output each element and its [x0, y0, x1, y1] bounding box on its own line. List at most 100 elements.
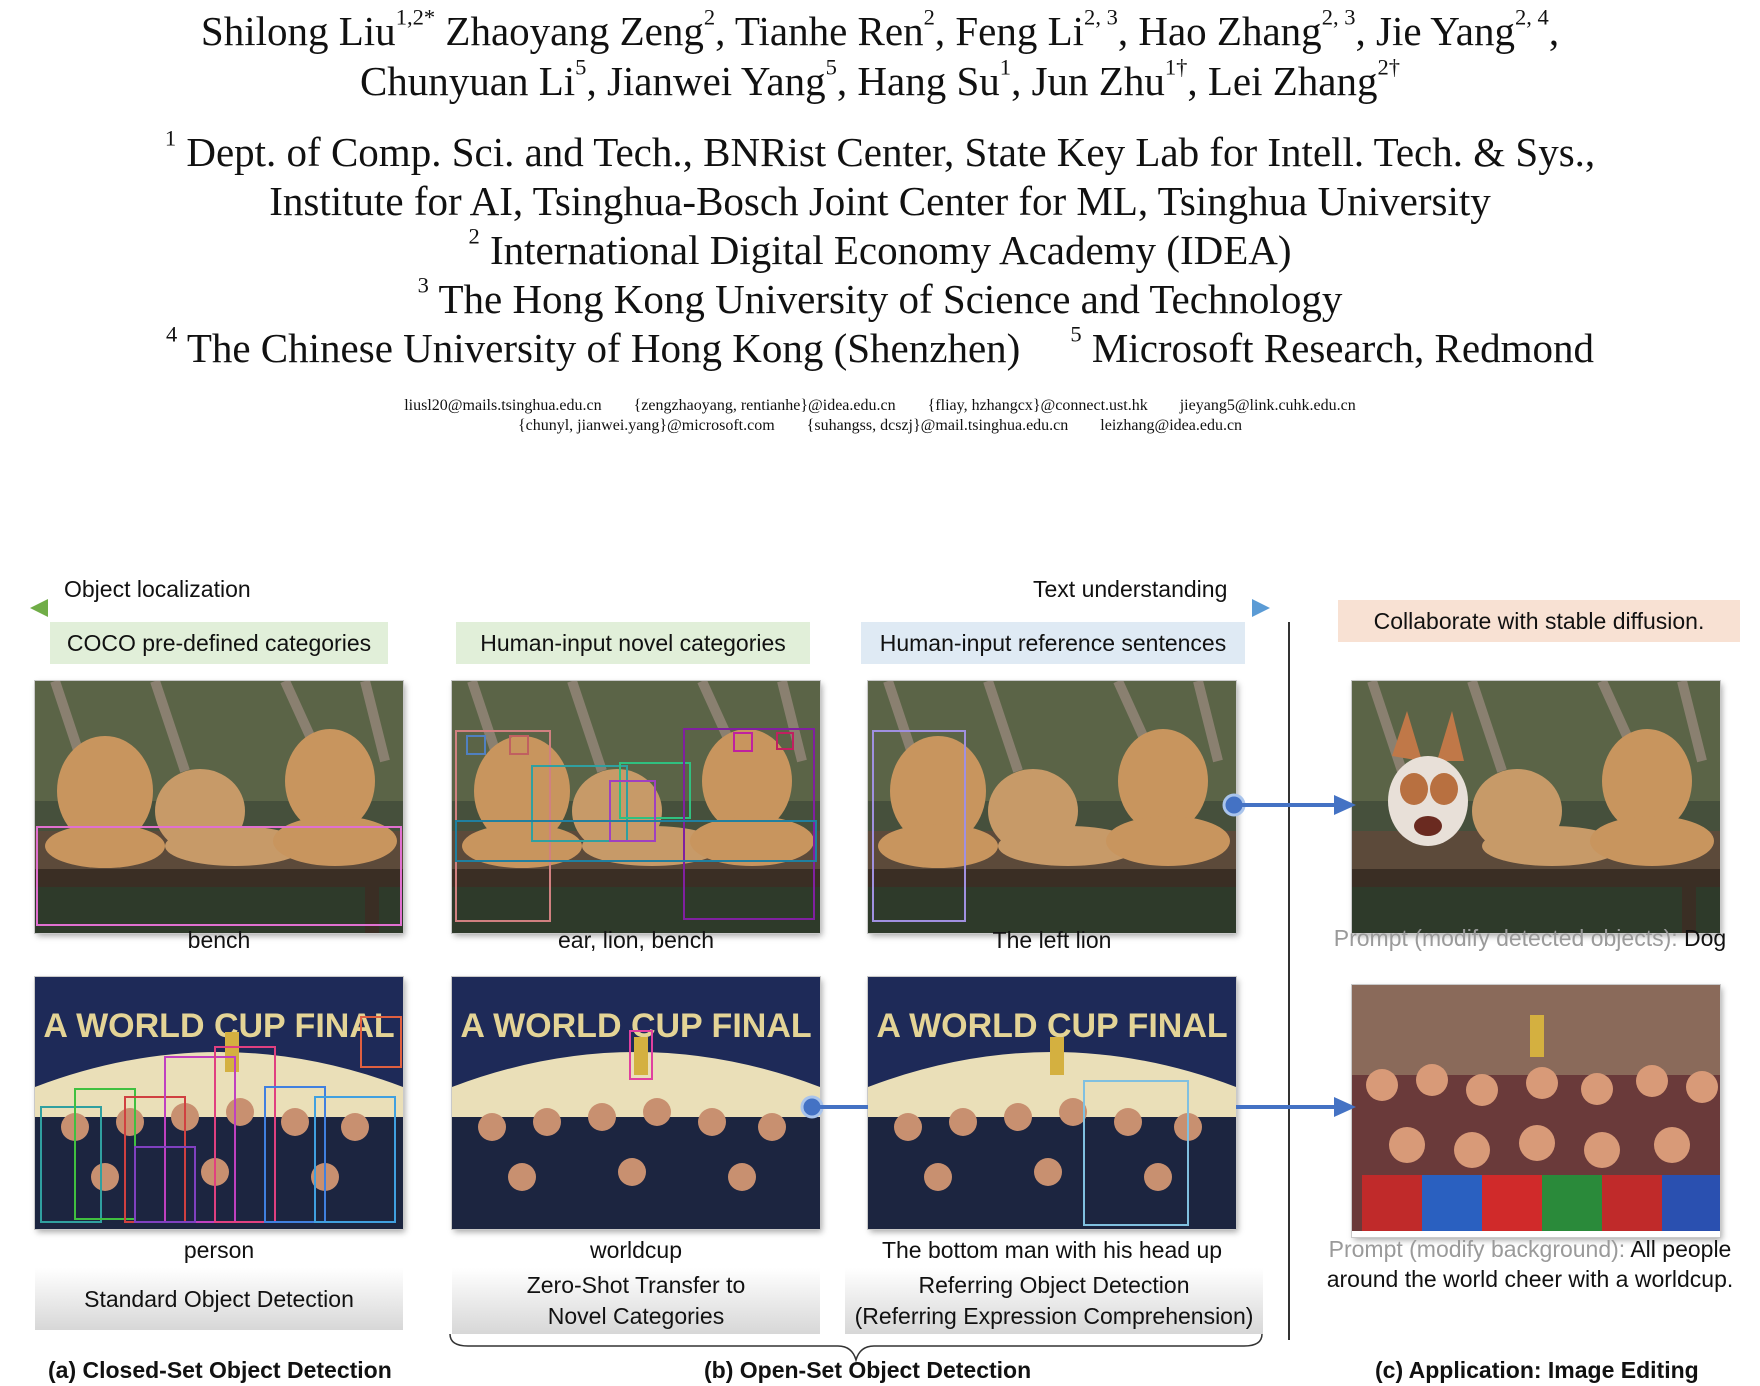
- task-label: Standard Object Detection: [84, 1285, 354, 1312]
- caption-prompt-dog: Prompt (modify detected objects): Dog: [1300, 925, 1760, 952]
- author-name: Jianwei Yang: [606, 58, 826, 104]
- localization-understanding-arrow: [30, 599, 1270, 617]
- affil-text: The Chinese University of Hong Kong (She…: [186, 325, 1021, 371]
- task-label: Zero-Shot Transfer to: [526, 1272, 746, 1298]
- author-affil: 1†: [1164, 54, 1188, 80]
- affiliation: 2 International Digital Economy Academy …: [0, 223, 1760, 275]
- prompt-prefix: Prompt (modify detected objects):: [1333, 925, 1678, 951]
- lion-image-ear-lion-bench: [452, 681, 820, 933]
- sep: ,: [1117, 8, 1139, 54]
- caption-ear-lion-bench: ear, lion, bench: [557, 927, 714, 953]
- sep: [435, 8, 445, 54]
- author-affil: 2: [703, 4, 716, 30]
- task-standard-detection: Standard Object Detection: [35, 1268, 403, 1330]
- author-name: Tianhe Ren: [734, 8, 924, 54]
- email: liusl20@mails.tsinghua.edu.cn: [404, 397, 602, 414]
- prompt-value: Dog: [1684, 925, 1727, 951]
- affil-number: 4: [166, 321, 178, 347]
- author-line-1: Shilong Liu1,2* Zhaoyang Zeng2, Tianhe R…: [0, 6, 1760, 56]
- author-affil: 1: [999, 54, 1012, 80]
- affil-text: Institute for AI, Tsinghua-Bosch Joint C…: [269, 178, 1491, 224]
- lion-image-bench: [35, 681, 403, 933]
- worldcup-image-trophy: A WORLD CUP FINAL: [452, 977, 820, 1229]
- author-name: Chunyuan Li: [359, 58, 576, 104]
- edited-image-dog: [1352, 681, 1720, 933]
- affiliation: Institute for AI, Tsinghua-Bosch Joint C…: [0, 177, 1760, 226]
- email: {suhangss, dcszj}@mail.tsinghua.edu.cn: [806, 417, 1069, 434]
- prompt-value: around the world cheer with a worldcup.: [1326, 1266, 1734, 1292]
- sep: ,: [1011, 58, 1032, 104]
- caption-bottom-man: The bottom man with his head up: [881, 1237, 1223, 1263]
- affiliation: 3 The Hong Kong University of Science an…: [0, 272, 1760, 324]
- email: leizhang@idea.edu.cn: [1100, 417, 1243, 434]
- sep: ,: [836, 58, 858, 104]
- author-name: Hang Su: [857, 58, 1000, 104]
- sep: ,: [1187, 58, 1208, 104]
- prompt-value: All people: [1630, 1236, 1732, 1262]
- affiliation-list: 1 Dept. of Comp. Sci. and Tech., BNRist …: [0, 125, 1760, 373]
- author-list: Shilong Liu1,2* Zhaoyang Zeng2, Tianhe R…: [0, 6, 1760, 106]
- author-affil: 2†: [1377, 54, 1401, 80]
- task-referring-detection: Referring Object Detection (Referring Ex…: [845, 1268, 1263, 1334]
- caption-person: person: [183, 1237, 255, 1263]
- affil-number: 2: [468, 223, 480, 249]
- tag-stable-diffusion: Collaborate with stable diffusion.: [1338, 600, 1740, 642]
- banner-text: A WORLD CUP FINAL: [43, 1007, 394, 1045]
- affiliation: 4 The Chinese University of Hong Kong (S…: [0, 321, 1760, 373]
- axis-label-right: Text understanding: [1033, 576, 1228, 602]
- affil-text: Dept. of Comp. Sci. and Tech., BNRist Ce…: [186, 129, 1596, 175]
- edited-image-crowd: [1352, 985, 1720, 1237]
- sep: ,: [934, 8, 956, 54]
- task-zero-shot: Zero-Shot Transfer to Novel Categories: [452, 1268, 820, 1334]
- email-list: liusl20@mails.tsinghua.edu.cn {zengzhaoy…: [0, 396, 1760, 436]
- author-affil: 2, 3: [1084, 4, 1118, 30]
- author-name: Jun Zhu: [1031, 58, 1165, 104]
- author-affil: 2: [923, 4, 935, 30]
- author-name: Zhaoyang Zeng: [445, 8, 704, 54]
- lion-image-left-lion: [868, 681, 1236, 933]
- author-affil: 5: [825, 54, 837, 80]
- author-name: Feng Li: [955, 8, 1085, 54]
- author-name: Hao Zhang: [1138, 8, 1322, 54]
- email-row: {chunyl, jianwei.yang}@microsoft.com {su…: [0, 416, 1760, 436]
- author-name: Shilong Liu: [200, 8, 396, 54]
- author-affil: 2, 4: [1515, 4, 1549, 30]
- task-label: Novel Categories: [547, 1303, 725, 1329]
- sep: ,: [1548, 8, 1560, 54]
- sep: ,: [586, 58, 607, 104]
- affiliation: 1 Dept. of Comp. Sci. and Tech., BNRist …: [0, 125, 1760, 177]
- tag-coco-categories: COCO pre-defined categories: [50, 622, 388, 664]
- worldcup-image-person: A WORLD CUP FINAL: [35, 977, 403, 1229]
- author-name: Lei Zhang: [1207, 58, 1378, 104]
- connector-arrow-bottom: [800, 1095, 1356, 1119]
- panel-title-c: (c) Application: Image Editing: [1375, 1357, 1699, 1383]
- connector-arrow-top: [1222, 793, 1356, 817]
- panel-title-a: (a) Closed-Set Object Detection: [48, 1357, 392, 1383]
- author-mark: *: [423, 4, 436, 30]
- author-affil: 1,2: [395, 4, 424, 30]
- task-label: (Referring Expression Comprehension): [854, 1303, 1254, 1329]
- tag-reference-sentences: Human-input reference sentences: [861, 622, 1245, 664]
- email: {fliay, hzhangcx}@connect.ust.hk: [927, 397, 1148, 414]
- worldcup-image-man-head-up: A WORLD CUP FINAL: [868, 977, 1236, 1229]
- panel-divider: [1288, 622, 1290, 1340]
- email: {chunyl, jianwei.yang}@microsoft.com: [517, 417, 775, 434]
- panel-b-brace: [449, 1333, 1263, 1362]
- affil-number: 3: [417, 272, 429, 298]
- author-line-2: Chunyuan Li5, Jianwei Yang5, Hang Su1, J…: [0, 56, 1760, 106]
- caption-worldcup: worldcup: [589, 1237, 683, 1263]
- prompt-prefix: Prompt (modify background):: [1328, 1236, 1626, 1262]
- caption-left-lion: The left lion: [992, 927, 1112, 953]
- affil-number: 1: [164, 125, 177, 151]
- sep: ,: [715, 8, 735, 54]
- affil-text: Microsoft Research, Redmond: [1091, 325, 1594, 371]
- caption-prompt-background: Prompt (modify background): All people a…: [1300, 1234, 1760, 1294]
- axis-label-left: Object localization: [64, 576, 251, 602]
- author-affil: 2, 3: [1321, 4, 1356, 30]
- task-label: Referring Object Detection: [918, 1272, 1190, 1298]
- email-row: liusl20@mails.tsinghua.edu.cn {zengzhaoy…: [0, 396, 1760, 416]
- affil-text: The Hong Kong University of Science and …: [438, 276, 1343, 322]
- author-affil: 5: [575, 54, 587, 80]
- sep: ,: [1355, 8, 1377, 54]
- panel-title-b: (b) Open-Set Object Detection: [704, 1357, 1032, 1383]
